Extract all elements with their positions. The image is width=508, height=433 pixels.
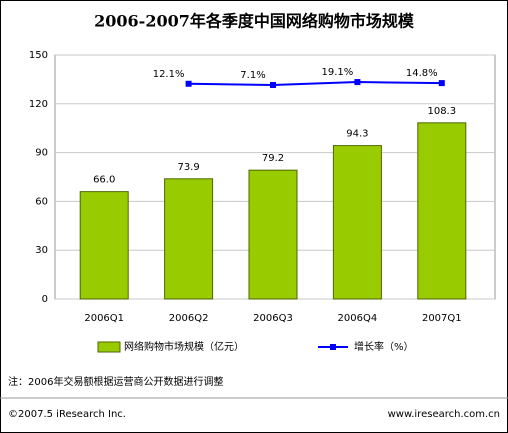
- legend-marker: [330, 344, 336, 350]
- data-label: 108.3: [427, 106, 456, 117]
- data-label: 14.8%: [406, 68, 438, 79]
- website: www.iresearch.com.cn: [388, 409, 500, 420]
- copyright: ©2007.5 iResearch Inc.: [8, 409, 126, 420]
- bar: [417, 122, 467, 300]
- bar: [79, 191, 129, 300]
- legend-swatch: [97, 341, 121, 353]
- data-label: 12.1%: [153, 69, 185, 80]
- x-tick-label: 2007Q1: [422, 313, 462, 324]
- x-tick-label: 2006Q3: [253, 313, 293, 324]
- y-tick-label: 0: [42, 294, 48, 305]
- note: 注：2006年交易额根据运营商公开数据进行调整: [8, 375, 223, 388]
- legend-label: 网络购物市场规模（亿元）: [124, 340, 244, 353]
- bar: [164, 178, 214, 300]
- marker: [438, 80, 445, 87]
- x-tick-label: 2006Q2: [169, 313, 209, 324]
- data-label: 66.0: [93, 175, 115, 186]
- bar: [332, 145, 382, 300]
- y-tick-label: 120: [29, 99, 48, 110]
- data-label: 94.3: [346, 129, 368, 140]
- data-label: 73.9: [177, 162, 199, 173]
- marker: [270, 81, 276, 88]
- marker: [185, 80, 192, 87]
- x-tick-label: 2006Q1: [84, 313, 124, 324]
- y-tick-label: 90: [35, 148, 48, 159]
- y-tick-label: 60: [35, 196, 48, 207]
- marker: [354, 79, 361, 86]
- y-tick-label: 150: [29, 50, 48, 61]
- bar: [248, 169, 298, 300]
- y-tick-label: 30: [35, 245, 48, 256]
- x-tick-label: 2006Q4: [338, 313, 378, 324]
- data-label: 7.1%: [240, 70, 265, 81]
- legend-label: 增长率（%）: [354, 340, 414, 353]
- data-label: 79.2: [262, 153, 284, 164]
- chart-title: 2006-2007年各季度中国网络购物市场规模: [94, 12, 415, 31]
- data-label: 19.1%: [322, 67, 354, 78]
- line: [188, 81, 442, 86]
